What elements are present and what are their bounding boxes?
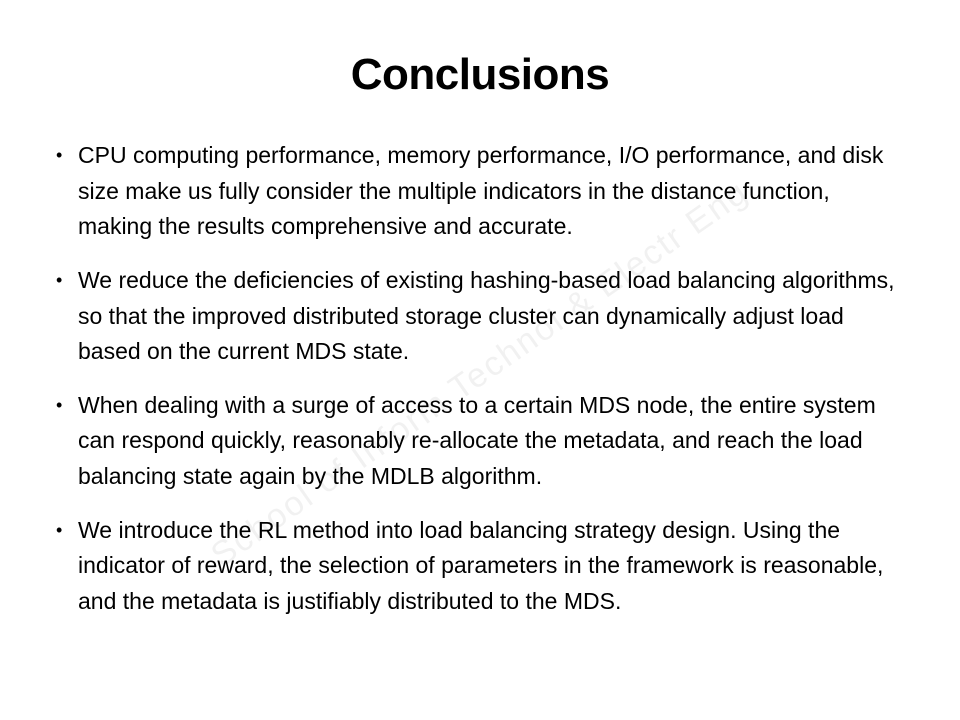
bullet-item: CPU computing performance, memory perfor…: [50, 138, 910, 245]
bullet-item: When dealing with a surge of access to a…: [50, 388, 910, 495]
bullet-item: We introduce the RL method into load bal…: [50, 513, 910, 620]
slide: School of Inform Technol & Electr Eng Co…: [0, 0, 960, 720]
bullet-list: CPU computing performance, memory perfor…: [50, 138, 910, 620]
slide-title: Conclusions: [50, 50, 910, 100]
bullet-item: We reduce the deficiencies of existing h…: [50, 263, 910, 370]
